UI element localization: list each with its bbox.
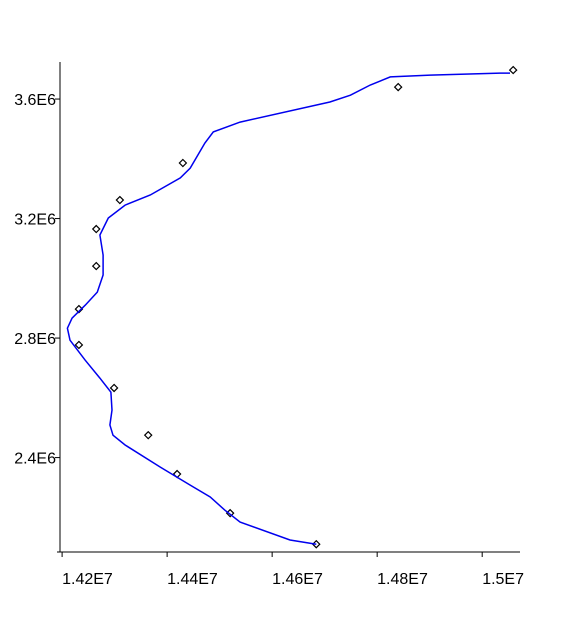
point	[74, 340, 84, 350]
point	[393, 82, 403, 92]
point	[115, 195, 125, 205]
y-tick-label: 2.4E6	[14, 451, 56, 468]
x-tick-label: 1.48E7	[377, 571, 428, 588]
y-tick-label: 3.6E6	[14, 92, 56, 109]
x-tick-label: 1.44E7	[167, 571, 218, 588]
y-tick-label: 3.2E6	[14, 212, 56, 229]
x-tick-label: 1.42E7	[62, 571, 113, 588]
curve	[66, 72, 510, 545]
y-tick-label: 2.8E6	[14, 331, 56, 348]
point	[91, 224, 101, 234]
x-tick-label: 1.46E7	[272, 571, 323, 588]
point	[143, 430, 153, 440]
point	[91, 261, 101, 271]
point	[178, 158, 188, 168]
point	[508, 65, 518, 75]
x-tick-label: 1.5E7	[482, 571, 524, 588]
point	[109, 383, 119, 393]
point	[74, 304, 84, 314]
